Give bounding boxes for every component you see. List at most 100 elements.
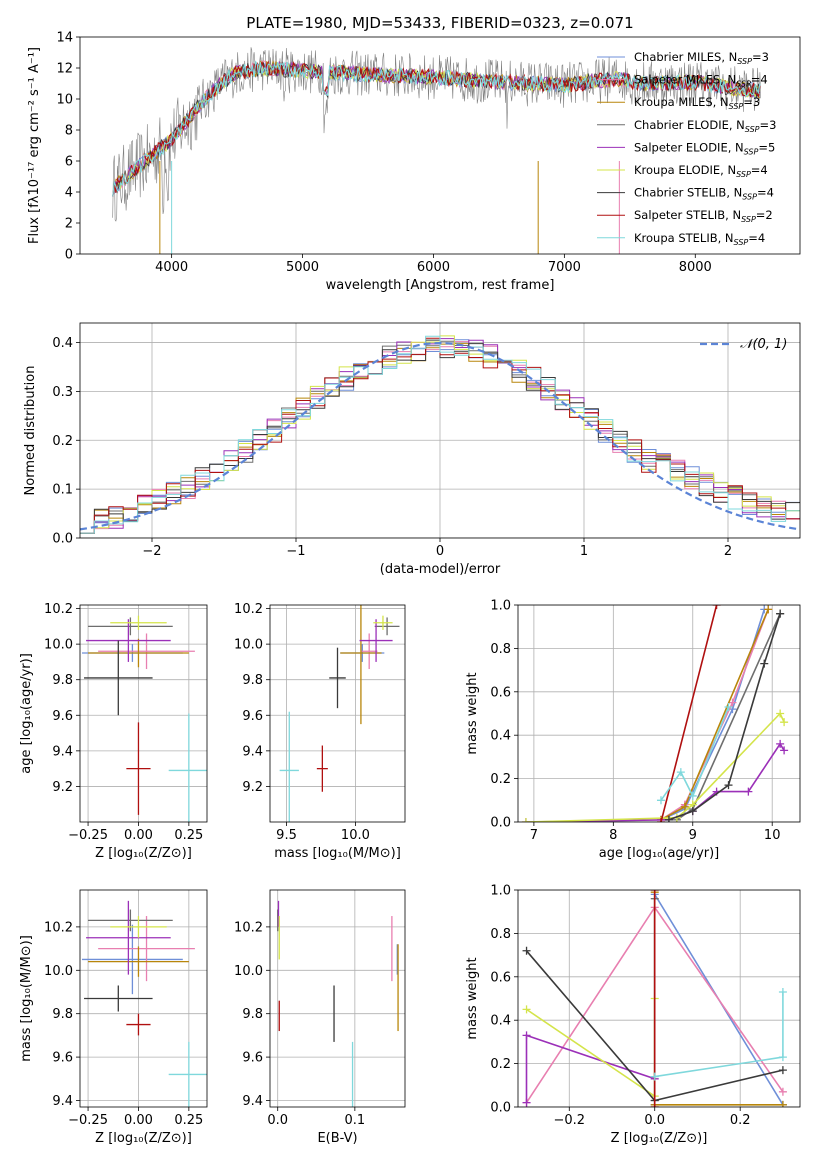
series-marker	[724, 781, 733, 790]
legend-label: Salpeter ELODIE, N	[634, 140, 744, 154]
y-tick-label: 0.3	[52, 385, 73, 400]
series-marker	[656, 818, 665, 822]
spectrum-panel: PLATE=1980, MJD=53433, FIBERID=0323, z=0…	[27, 14, 801, 293]
legend-subscript: SSP	[737, 57, 752, 66]
legend-label: Kroupa MILES, N	[634, 95, 729, 109]
y-tick-label: 9.6	[242, 709, 263, 724]
legend-label: Chabrier MILES, N	[634, 50, 737, 64]
axes-frame	[79, 36, 801, 255]
y-tick-label: 9.8	[52, 1007, 73, 1022]
x-axis-label: Z [log₁₀(Z/Z⊙)]	[611, 1131, 708, 1146]
series-line-kroupa-stelib	[660, 706, 730, 801]
y-tick-label: 10.0	[234, 964, 263, 979]
legend-label: Kroupa STELIB, N	[634, 231, 734, 245]
x-tick-label: −1	[286, 544, 305, 559]
mass-vs-ebv-panel: 0.0 0.1 9.4 9.6 9.8 10.0 10.2 E(B-V)	[234, 889, 406, 1146]
plot-area	[518, 890, 800, 1107]
y-tick-label: 9.6	[52, 1051, 73, 1066]
legend-value: =3	[743, 95, 760, 109]
x-tick-label: −2	[142, 544, 161, 559]
x-tick-label: 0.25	[174, 828, 203, 843]
x-tick-label: −0.2	[553, 1113, 585, 1128]
series-marker	[776, 709, 785, 718]
y-tick-label: 9.6	[52, 709, 73, 724]
plot-area	[270, 605, 405, 822]
legend-entry: Chabrier ELODIE, NSSP=3	[634, 118, 776, 134]
legend-entry: Chabrier STELIB, NSSP=4	[634, 186, 774, 202]
x-tick-label: 0.2	[730, 1113, 751, 1128]
series-marker	[780, 718, 789, 727]
y-tick-label: 10	[56, 93, 73, 108]
y-tick-label: 4	[65, 186, 73, 201]
mass-vs-metallicity-panel: −0.25 0.00 0.25 9.4 9.6 9.8 10.0 10.2 Z [log₁₀(Z…	[19, 889, 208, 1146]
y-tick-label: 0.6	[490, 685, 511, 700]
normal-reference-curve	[80, 341, 800, 531]
series-marker	[778, 1087, 787, 1096]
axes-frame	[269, 604, 406, 823]
x-tick-label: 0	[436, 544, 444, 559]
y-tick-label: 10.2	[234, 602, 263, 617]
y-tick-label: 6	[65, 155, 73, 170]
series-marker	[778, 987, 787, 996]
legend-subscript: SSP	[742, 193, 757, 202]
series-marker	[522, 1031, 531, 1040]
legend-entry: 𝒩(0, 1)	[740, 337, 787, 352]
y-tick-label: 0.2	[490, 772, 511, 787]
series-marker	[680, 802, 689, 811]
y-tick-label: 9.6	[242, 1051, 263, 1066]
plot-area	[80, 890, 207, 1107]
series-marker	[776, 609, 785, 618]
legend-subscript: SSP	[736, 170, 751, 179]
series-marker	[656, 796, 665, 805]
legend-label: Chabrier STELIB, N	[634, 186, 742, 200]
legend-subscript: SSP	[745, 125, 760, 134]
x-tick-label: 7000	[548, 260, 581, 275]
series-line-salpeter-miles	[660, 609, 769, 821]
y-tick-label: 9.8	[242, 673, 263, 688]
y-tick-label: 8	[65, 124, 73, 139]
x-tick-label: 6000	[417, 260, 450, 275]
x-tick-label: 10.0	[341, 828, 370, 843]
x-axis-label: mass [log₁₀(M/M⊙)]	[274, 846, 401, 861]
series-marker	[650, 1072, 659, 1081]
series-marker	[778, 1066, 787, 1075]
series-marker	[760, 659, 769, 668]
series-marker	[688, 791, 697, 800]
y-tick-label: 0.0	[490, 816, 511, 831]
plot-area	[518, 605, 800, 822]
series-marker	[521, 818, 530, 822]
legend-label: Salpeter STELIB, N	[634, 208, 741, 222]
y-axis-label: age [log₁₀(age/yr)]	[19, 653, 34, 774]
mass-weight-vs-age-panel: 7 8 9 10 0.0 0.2 0.4 0.6 0.8 1.0 age [log₁₀(age/yr…	[465, 599, 801, 861]
series-marker	[778, 1053, 787, 1062]
axes-frame	[517, 604, 801, 823]
x-axis-label: Z [log₁₀(Z/Z⊙)]	[95, 846, 192, 861]
x-tick-label: 0.0	[267, 1113, 288, 1128]
y-tick-label: 9.8	[52, 673, 73, 688]
y-tick-label: 0.0	[52, 532, 73, 547]
y-tick-label: 10.2	[234, 920, 263, 935]
series-marker	[676, 768, 685, 777]
plot-area	[270, 890, 405, 1107]
x-tick-label: 8000	[679, 260, 712, 275]
x-tick-label: 2	[724, 544, 732, 559]
series-marker	[776, 739, 785, 748]
series-marker	[522, 946, 531, 955]
model-spectrum-salpeter-stelib	[112, 60, 761, 197]
legend-entry: Salpeter MILES, NSSP=4	[634, 73, 768, 89]
y-axis-label: mass weight	[465, 672, 480, 754]
x-tick-label: 0.25	[174, 1113, 203, 1128]
legend-value: =4	[751, 163, 768, 177]
y-tick-label: 9.2	[242, 780, 263, 795]
x-tick-label: 8	[609, 828, 617, 843]
y-tick-label: 9.2	[52, 780, 73, 795]
x-tick-label: 0.0	[644, 1113, 665, 1128]
x-tick-label: 0.00	[124, 828, 153, 843]
series-marker	[712, 605, 721, 609]
legend-value: =4	[751, 73, 768, 87]
model-spectrum-kroupa-stelib	[112, 60, 761, 197]
y-tick-label: 9.4	[242, 1094, 263, 1109]
y-tick-label: 9.4	[52, 744, 73, 759]
axes-frame	[79, 322, 801, 539]
